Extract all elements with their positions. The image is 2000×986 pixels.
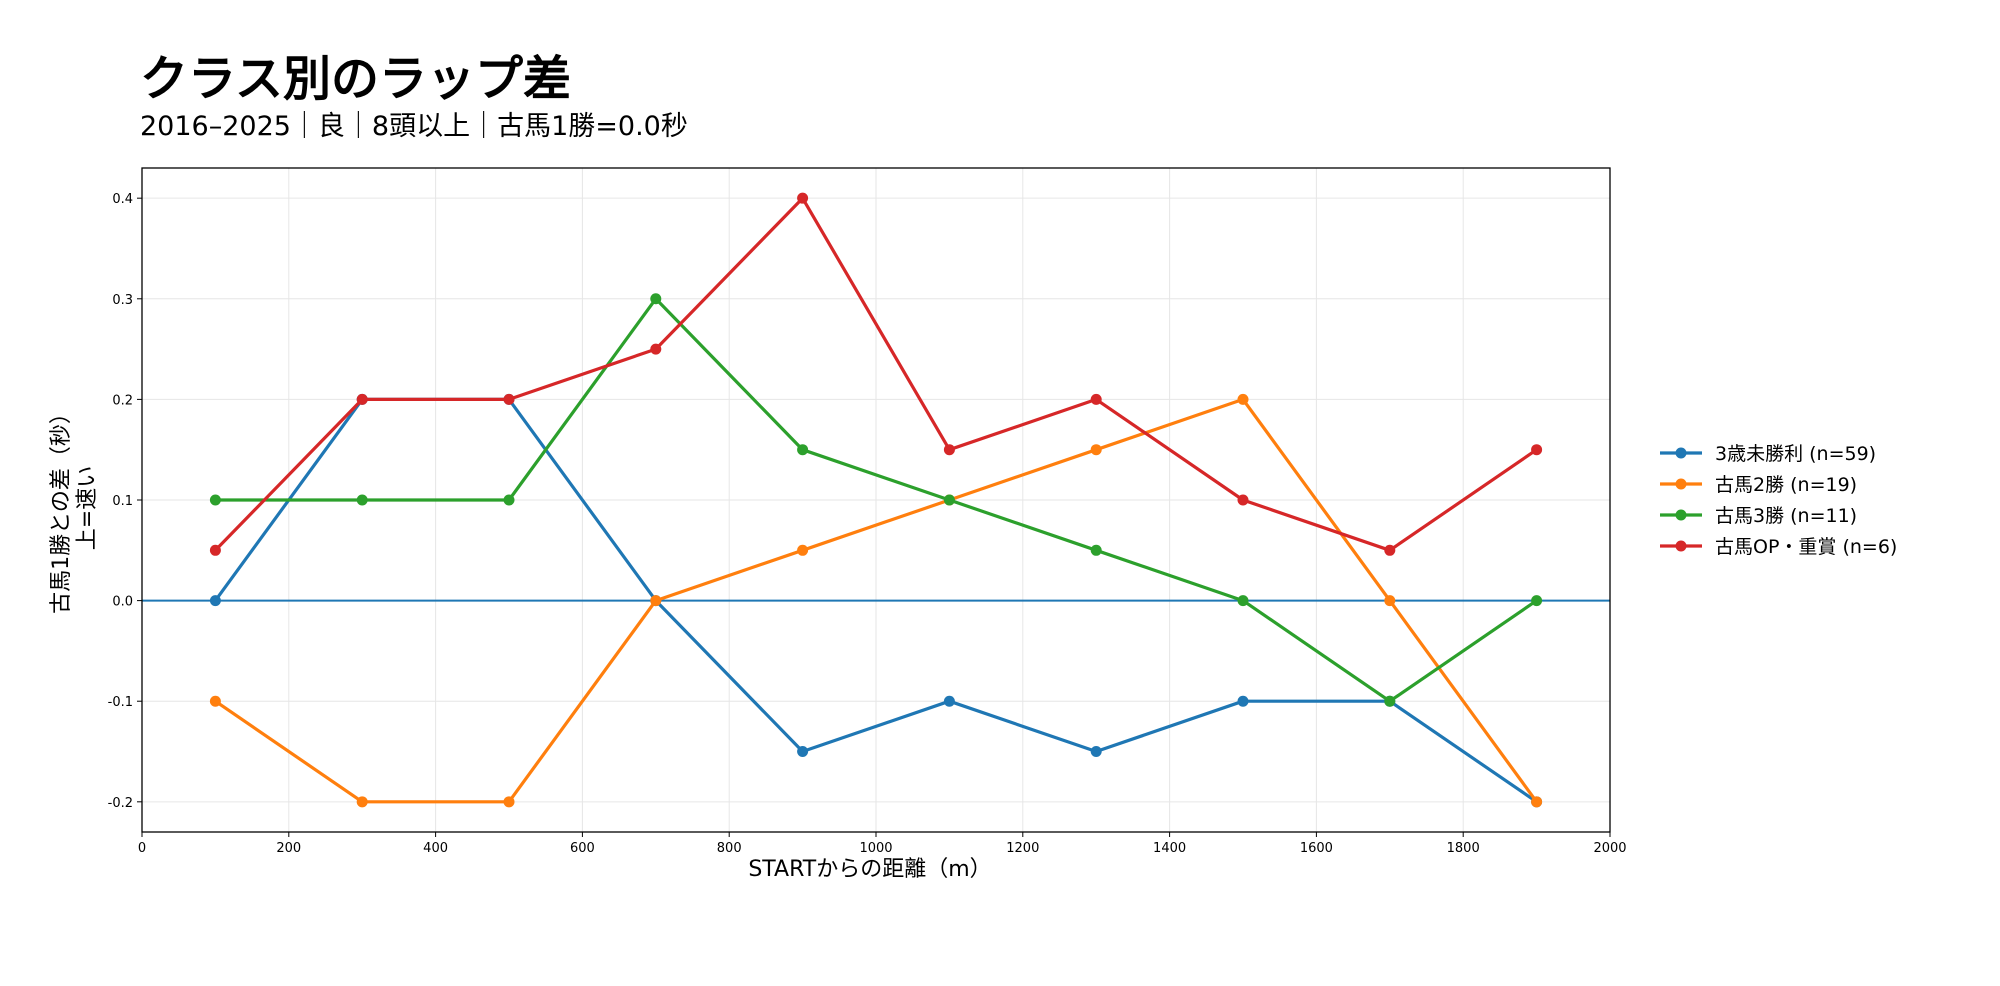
- data-point: [650, 293, 662, 305]
- y-tick-label: -0.2: [108, 796, 133, 811]
- x-tick-label: 0: [138, 841, 146, 856]
- series-lines: [209, 192, 1543, 808]
- data-point: [1090, 746, 1102, 758]
- y-tick-label: 0.2: [112, 393, 133, 408]
- legend: 3歳未勝利 (n=59) 古馬2勝 (n=19) 古馬3勝 (n=11) 古馬OP・重…: [1660, 443, 1897, 558]
- data-point: [356, 494, 368, 506]
- data-point: [209, 695, 221, 707]
- data-point: [797, 746, 809, 758]
- x-tick-label: 200: [276, 841, 301, 856]
- data-point: [1237, 695, 1249, 707]
- data-point: [797, 192, 809, 204]
- y-axis-ticks: -0.2 -0.1 0.0 0.1 0.2 0.3 0.4: [108, 192, 142, 811]
- y-tick-label: 0.1: [112, 494, 133, 509]
- data-point: [943, 494, 955, 506]
- x-axis-label: STARTからの距離（m）: [748, 857, 991, 882]
- x-tick-label: 600: [570, 841, 595, 856]
- legend-label: 3歳未勝利 (n=59): [1715, 443, 1876, 465]
- data-point: [650, 595, 662, 607]
- legend-item: 古馬3勝 (n=11): [1660, 505, 1857, 527]
- data-point: [1090, 544, 1102, 556]
- data-point: [356, 796, 368, 808]
- x-tick-label: 1600: [1300, 841, 1333, 856]
- data-point: [650, 343, 662, 355]
- legend-item: 古馬2勝 (n=19): [1660, 474, 1857, 496]
- data-point: [1531, 796, 1543, 808]
- data-point: [209, 494, 221, 506]
- data-point: [209, 544, 221, 556]
- data-point: [1531, 595, 1543, 607]
- data-point: [209, 595, 221, 607]
- data-point: [943, 444, 955, 456]
- data-point: [1237, 595, 1249, 607]
- y-axis-label: 古馬1勝との差（秒） 上=速い: [49, 402, 100, 614]
- x-tick-label: 400: [423, 841, 448, 856]
- y-tick-label: -0.1: [108, 695, 133, 710]
- x-tick-label: 1200: [1006, 841, 1039, 856]
- legend-label: 古馬3勝 (n=11): [1715, 505, 1857, 527]
- data-point: [356, 393, 368, 405]
- series-line: [214, 196, 1538, 552]
- legend-swatch-marker: [1675, 509, 1687, 521]
- x-tick-label: 800: [717, 841, 742, 856]
- data-point: [1531, 444, 1543, 456]
- legend-label: 古馬OP・重賞 (n=6): [1715, 536, 1897, 558]
- series-2: [209, 293, 1543, 707]
- legend-item: 3歳未勝利 (n=59): [1660, 443, 1876, 465]
- data-point: [797, 544, 809, 556]
- data-point: [1237, 393, 1249, 405]
- data-point: [1237, 494, 1249, 506]
- chart-subtitle: 2016–2025｜良｜8頭以上｜古馬1勝=0.0秒: [140, 111, 688, 142]
- x-tick-label: 1400: [1153, 841, 1186, 856]
- data-point: [797, 444, 809, 456]
- data-point: [503, 393, 515, 405]
- y-axis-label-line2: 上=速い: [75, 466, 100, 550]
- data-point: [1384, 595, 1396, 607]
- data-point: [943, 695, 955, 707]
- series-line: [214, 397, 1538, 804]
- data-point: [1384, 695, 1396, 707]
- data-point: [503, 796, 515, 808]
- x-tick-label: 1800: [1447, 841, 1480, 856]
- legend-item: 古馬OP・重賞 (n=6): [1660, 536, 1897, 558]
- legend-swatch-marker: [1675, 447, 1687, 459]
- legend-label: 古馬2勝 (n=19): [1715, 474, 1857, 496]
- x-tick-label: 1000: [859, 841, 892, 856]
- y-tick-label: 0.0: [112, 595, 133, 610]
- chart-title: クラス別のラップ差: [140, 51, 571, 107]
- series-line: [215, 297, 1538, 703]
- y-tick-label: 0.3: [112, 293, 133, 308]
- y-axis-label-line1: 古馬1勝との差（秒）: [49, 402, 74, 614]
- legend-swatch-marker: [1675, 478, 1687, 490]
- legend-swatch-marker: [1675, 540, 1687, 552]
- y-tick-label: 0.4: [112, 192, 133, 207]
- x-tick-label: 2000: [1593, 841, 1626, 856]
- data-point: [503, 494, 515, 506]
- data-point: [1090, 393, 1102, 405]
- x-axis-ticks: 0 200 400 600 800 1000 1200 1400 1600 1800 2000: [138, 832, 1627, 856]
- series-3: [209, 192, 1543, 556]
- data-point: [1090, 444, 1102, 456]
- data-point: [1384, 544, 1396, 556]
